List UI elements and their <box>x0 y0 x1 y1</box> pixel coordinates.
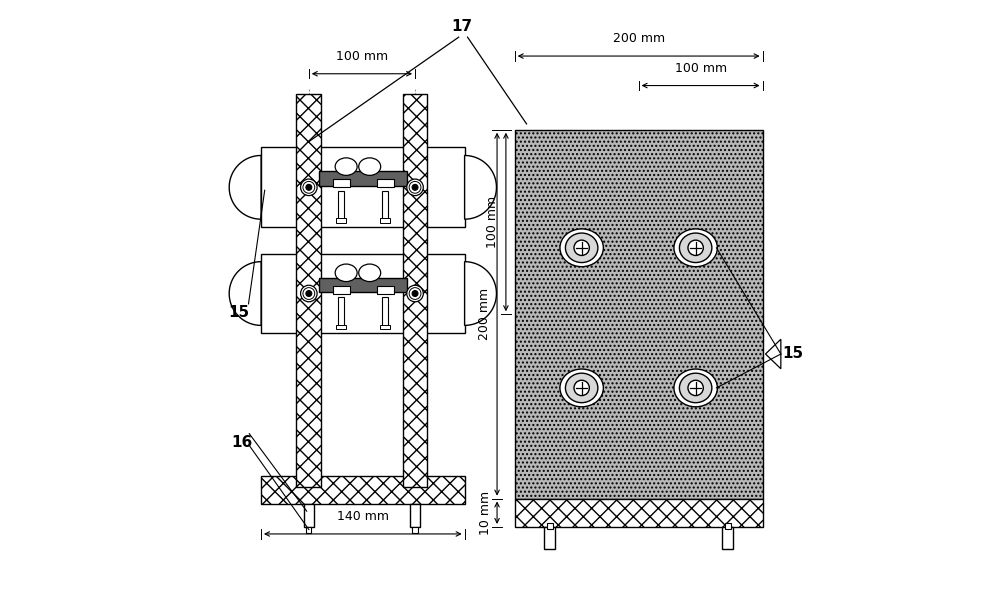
Circle shape <box>412 291 418 297</box>
Bar <box>382 297 388 327</box>
Text: 15: 15 <box>782 346 803 362</box>
Circle shape <box>574 240 589 255</box>
Circle shape <box>688 381 703 395</box>
Circle shape <box>574 381 589 395</box>
Bar <box>261 476 465 504</box>
Polygon shape <box>765 339 781 369</box>
Bar <box>725 523 731 529</box>
Bar <box>515 499 763 527</box>
Circle shape <box>306 291 312 297</box>
Polygon shape <box>229 262 261 326</box>
Ellipse shape <box>679 373 712 402</box>
Bar <box>382 191 388 221</box>
Bar <box>333 179 350 188</box>
Circle shape <box>409 288 421 300</box>
Bar <box>261 148 465 227</box>
Bar <box>403 94 427 487</box>
Bar <box>377 179 394 188</box>
Text: 16: 16 <box>232 435 253 450</box>
Bar <box>306 527 311 533</box>
Bar <box>296 94 321 487</box>
Ellipse shape <box>359 158 381 175</box>
Polygon shape <box>465 155 496 219</box>
Polygon shape <box>229 155 261 219</box>
Ellipse shape <box>674 229 717 267</box>
Text: 17: 17 <box>451 19 472 34</box>
Circle shape <box>301 286 317 302</box>
Ellipse shape <box>674 369 717 407</box>
Bar <box>261 254 465 333</box>
Circle shape <box>407 179 423 196</box>
Ellipse shape <box>560 369 603 407</box>
Ellipse shape <box>359 264 381 281</box>
Circle shape <box>409 182 421 194</box>
Bar <box>410 504 420 527</box>
Circle shape <box>407 286 423 302</box>
Circle shape <box>412 184 418 190</box>
Bar <box>412 527 418 533</box>
Bar <box>336 218 346 223</box>
Bar <box>336 324 346 329</box>
Text: 200 mm: 200 mm <box>478 288 491 340</box>
Circle shape <box>303 182 315 194</box>
Circle shape <box>303 288 315 300</box>
Text: 15: 15 <box>229 305 250 320</box>
Bar <box>722 527 733 549</box>
Bar <box>319 171 407 186</box>
Polygon shape <box>465 262 496 326</box>
Text: 100 mm: 100 mm <box>486 196 499 248</box>
Ellipse shape <box>335 264 357 281</box>
Bar <box>338 191 344 221</box>
Ellipse shape <box>560 229 603 267</box>
Bar <box>304 504 314 527</box>
Bar <box>547 523 553 529</box>
Ellipse shape <box>679 233 712 263</box>
Text: 100 mm: 100 mm <box>675 62 727 75</box>
Bar <box>333 286 350 294</box>
Circle shape <box>306 184 312 190</box>
Ellipse shape <box>335 158 357 175</box>
Bar <box>338 297 344 327</box>
Text: 140 mm: 140 mm <box>337 510 389 523</box>
Ellipse shape <box>565 373 598 402</box>
Bar <box>544 527 555 549</box>
Circle shape <box>688 240 703 255</box>
Text: 200 mm: 200 mm <box>613 32 665 45</box>
Text: 100 mm: 100 mm <box>336 50 388 63</box>
Bar <box>515 130 763 499</box>
Ellipse shape <box>565 233 598 263</box>
Bar <box>377 286 394 294</box>
Bar <box>380 218 390 223</box>
Bar <box>319 278 407 292</box>
Text: 10 mm: 10 mm <box>479 491 492 535</box>
Bar <box>380 324 390 329</box>
Circle shape <box>301 179 317 196</box>
